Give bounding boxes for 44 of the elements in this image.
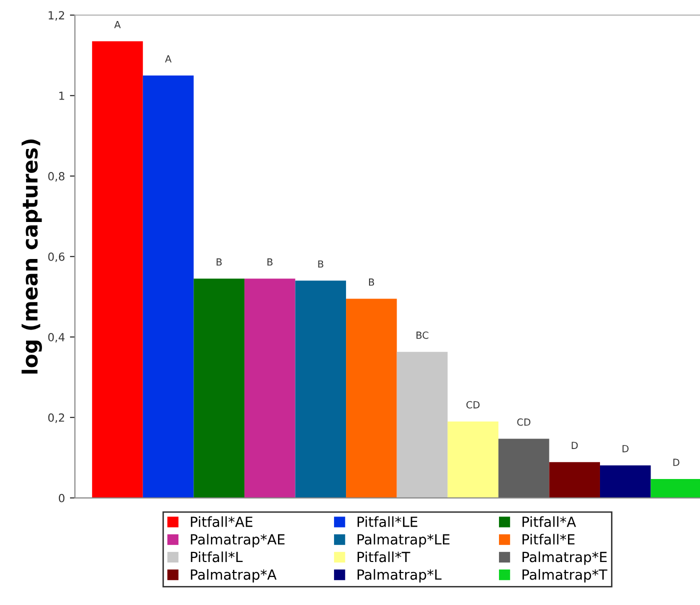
bar bbox=[396, 352, 448, 498]
legend-label: Pitfall*AE bbox=[190, 516, 252, 528]
bar bbox=[194, 278, 244, 498]
legend-label: Palmatrap*T bbox=[522, 569, 608, 583]
annotation: BC bbox=[416, 332, 428, 339]
legend-label: Palmatrap*LE bbox=[358, 534, 450, 548]
legend-label: Palmatrap*L bbox=[358, 569, 442, 583]
legend-label: Palmatrap*A bbox=[190, 569, 277, 583]
annotation: CD bbox=[466, 401, 480, 408]
y-tick-label: 1 bbox=[59, 92, 64, 100]
y-tick-label: 1,2 bbox=[48, 11, 64, 21]
annotation: D bbox=[673, 458, 680, 466]
bar bbox=[92, 41, 143, 498]
bar bbox=[295, 280, 346, 498]
legend-label: Pitfall*LE bbox=[358, 516, 418, 528]
annotation: B bbox=[267, 258, 272, 266]
bar bbox=[650, 479, 700, 498]
y-tick-label: 0 bbox=[58, 494, 64, 502]
annotation: A bbox=[165, 55, 172, 62]
annotation: A bbox=[114, 21, 121, 28]
annotation: B bbox=[318, 260, 324, 268]
y-tick-label: 0,6 bbox=[48, 252, 64, 262]
y-tick-label: 0,4 bbox=[48, 332, 65, 342]
y-axis-title: log (mean captures) bbox=[22, 140, 42, 374]
annotation: D bbox=[572, 442, 578, 449]
bar bbox=[549, 462, 600, 498]
bar bbox=[142, 75, 194, 498]
y-tick-label: 0,2 bbox=[48, 413, 64, 423]
annotation: B bbox=[216, 258, 222, 266]
bar bbox=[498, 438, 550, 498]
legend-label: Pitfall*A bbox=[522, 516, 576, 528]
annotation: CD bbox=[517, 418, 530, 426]
legend-label: Palmatrap*AE bbox=[190, 534, 285, 548]
annotation: D bbox=[622, 445, 629, 452]
bar bbox=[244, 278, 296, 498]
legend-label: Pitfall*L bbox=[190, 551, 243, 562]
legend-label: Pitfall*T bbox=[358, 551, 410, 562]
annotation: B bbox=[369, 278, 374, 286]
bar bbox=[346, 298, 397, 498]
bar bbox=[600, 465, 651, 498]
legend-label: Pitfall*E bbox=[522, 534, 575, 545]
legend-label: Palmatrap*E bbox=[522, 551, 607, 565]
bar bbox=[448, 421, 498, 498]
y-tick-label: 0,8 bbox=[48, 172, 64, 182]
